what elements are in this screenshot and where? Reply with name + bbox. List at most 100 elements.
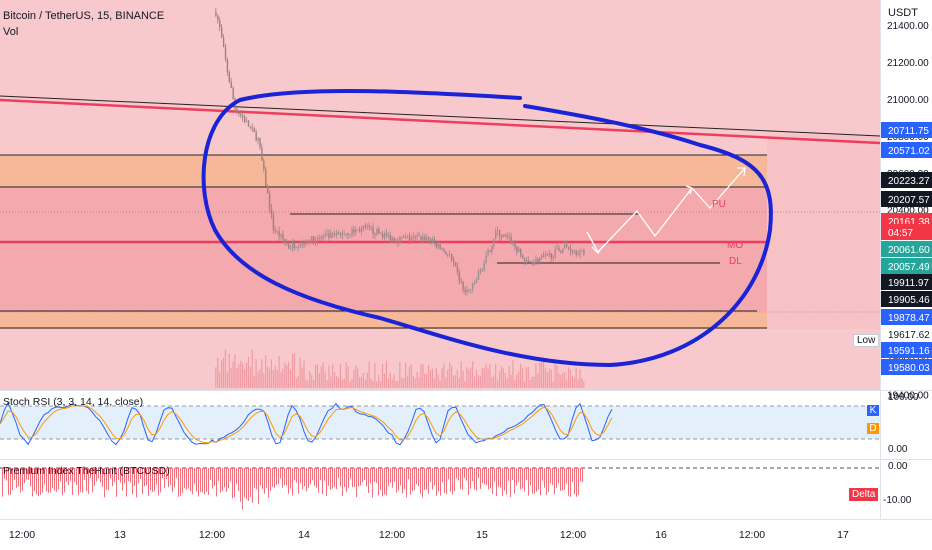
volume-bar xyxy=(485,363,487,388)
volume-bar xyxy=(514,379,516,388)
candle-body xyxy=(261,147,263,161)
premium-bar xyxy=(278,468,279,485)
candle-body xyxy=(266,186,269,194)
premium-bar xyxy=(430,468,431,482)
premium-bar xyxy=(344,468,345,487)
symbol-title[interactable]: Bitcoin / TetherUS, 15, BINANCE xyxy=(3,10,165,22)
volume-bar xyxy=(558,372,560,388)
premium-bar xyxy=(44,468,45,485)
candle-body xyxy=(320,237,323,239)
premium-bar xyxy=(156,468,157,485)
candle-body xyxy=(502,234,505,238)
volume-bar xyxy=(450,365,453,388)
premium-bar xyxy=(514,468,515,494)
volume-bar xyxy=(483,368,485,388)
premium-bar xyxy=(60,468,61,482)
candle-body xyxy=(577,254,579,256)
volume-bar xyxy=(280,372,282,388)
premium-bar xyxy=(470,468,471,489)
candle-body xyxy=(243,117,246,122)
premium-bar xyxy=(124,468,125,484)
premium-bar xyxy=(472,468,473,482)
premium-bar xyxy=(218,468,219,482)
premium-bar xyxy=(452,468,453,495)
premium-bar xyxy=(248,468,249,501)
premium-bar xyxy=(426,468,427,490)
premium-bar xyxy=(444,468,445,493)
volume-bar xyxy=(255,358,257,388)
premium-bar xyxy=(504,468,505,491)
stoch-d-line xyxy=(0,405,613,444)
premium-bar xyxy=(174,468,175,488)
price-tick-label: 19400.00 xyxy=(887,390,929,401)
volume-bar xyxy=(502,368,504,388)
premium-title[interactable]: Premium Index TheHunt (BTCUSD) xyxy=(3,465,170,477)
candle-body xyxy=(347,233,349,235)
candle-body xyxy=(220,27,223,38)
candle-body xyxy=(334,233,336,235)
premium-bar xyxy=(74,468,75,483)
premium-bar xyxy=(448,468,449,480)
candle-body xyxy=(311,236,313,242)
time-axis-ticks[interactable]: 12:00 13 12:00 14 12:00 15 12:00 16 12:00 17 xyxy=(9,529,849,541)
premium-bar xyxy=(526,468,527,480)
candle-body xyxy=(349,234,351,236)
premium-bar xyxy=(314,468,315,486)
premium-bar xyxy=(542,468,543,481)
premium-bar xyxy=(70,468,71,481)
premium-bar xyxy=(210,468,211,480)
volume-bar xyxy=(479,375,481,388)
candle-body xyxy=(525,260,528,262)
volume-bar xyxy=(316,364,319,388)
candle-body xyxy=(387,234,390,236)
candle-body xyxy=(452,259,455,263)
stoch-title[interactable]: Stoch RSI (3, 3, 14, 14, close) xyxy=(3,396,144,408)
time-tick-label: 13 xyxy=(114,529,126,541)
premium-bar xyxy=(410,468,411,495)
premium-bar xyxy=(460,468,461,489)
premium-bar xyxy=(202,468,203,493)
premium-bar xyxy=(310,468,311,485)
premium-bar xyxy=(348,468,349,488)
candle-body xyxy=(383,233,386,238)
candle-body xyxy=(270,208,273,215)
premium-bar xyxy=(206,468,207,492)
volume-bar xyxy=(575,367,577,388)
volume-bar xyxy=(238,364,240,388)
volume-bar xyxy=(418,376,420,388)
candle-body xyxy=(307,242,309,244)
premium-bar xyxy=(96,468,97,482)
candle-body xyxy=(357,229,359,231)
candle-body xyxy=(249,126,252,128)
volume-bar xyxy=(472,361,474,388)
premium-bar xyxy=(170,468,171,485)
premium-bar xyxy=(358,468,359,487)
premium-bar xyxy=(450,468,451,492)
premium-bar xyxy=(334,468,335,488)
premium-bar xyxy=(352,468,353,488)
volume-bar xyxy=(222,357,225,388)
level-label-dl: DL xyxy=(729,256,742,267)
price-tag-label: 19905.46 xyxy=(888,295,930,306)
volume-bar xyxy=(519,363,522,388)
candle-body xyxy=(339,233,342,235)
premium-bar xyxy=(32,468,33,497)
stoch-k-badge: K xyxy=(867,405,879,416)
premium-bar xyxy=(322,468,323,495)
premium-bar xyxy=(512,468,513,480)
premium-bar xyxy=(140,468,141,479)
price-tag-label: 19878.47 xyxy=(888,313,930,324)
premium-bar xyxy=(566,468,567,484)
candle-body xyxy=(257,138,259,141)
premium-bar xyxy=(220,468,221,493)
premium-bar xyxy=(24,468,25,484)
premium-bar xyxy=(338,468,339,478)
candle-body xyxy=(276,231,278,232)
premium-bar xyxy=(216,468,217,497)
volume-bar xyxy=(253,375,255,388)
volume-label[interactable]: Vol xyxy=(3,26,19,38)
candle-body xyxy=(391,237,393,241)
candle-body xyxy=(531,262,533,265)
